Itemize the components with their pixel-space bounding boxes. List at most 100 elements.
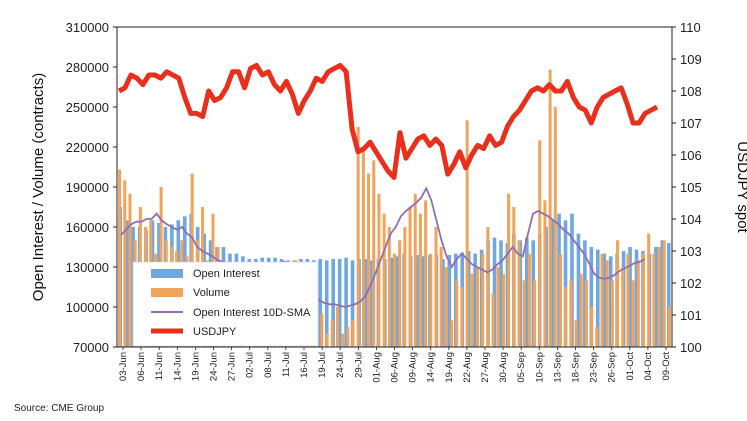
volume-bar: [470, 273, 474, 347]
left-tick-label: 100000: [66, 300, 109, 315]
volume-bar: [595, 327, 599, 347]
x-tick-label: 23-Sep: [589, 352, 600, 383]
open-interest-bar: [628, 247, 632, 347]
right-tick-label: 104: [680, 212, 702, 227]
open-interest-bar: [370, 260, 374, 347]
volume-bar: [190, 173, 194, 347]
legend-label-sma: Open Interest 10D-SMA: [193, 307, 311, 319]
open-interest-bar: [576, 233, 581, 347]
volume-bar: [398, 240, 402, 347]
open-interest-bar: [608, 256, 613, 347]
volume-bar: [533, 280, 537, 347]
right-tick-label: 107: [680, 116, 702, 131]
x-tick-label: 09-Aug: [408, 352, 419, 383]
open-interest-bar: [337, 259, 342, 347]
open-interest-bar: [492, 237, 497, 347]
legend-swatch-volume: [151, 288, 183, 297]
volume-bar: [616, 240, 620, 347]
volume-bar: [584, 280, 588, 347]
legend-swatch-open-interest: [151, 269, 183, 278]
right-tick-label: 103: [680, 244, 702, 259]
x-tick-label: 30-Aug: [498, 352, 509, 383]
volume-bar: [579, 273, 583, 347]
volume-bar: [621, 267, 625, 347]
volume-bar: [605, 260, 609, 347]
volume-bar: [455, 280, 459, 347]
volume-bar: [543, 200, 547, 347]
open-interest-bar: [473, 253, 477, 347]
open-interest-bar: [441, 259, 445, 347]
volume-bar: [356, 127, 360, 347]
x-tick-label: 04-Oct: [643, 352, 654, 381]
x-tick-label: 19-Jun: [190, 352, 201, 381]
volume-bar: [325, 333, 329, 347]
volume-bar: [590, 307, 594, 347]
volume-bar: [517, 240, 521, 347]
x-tick-label: 18-Sep: [571, 352, 582, 383]
legend-label-volume: Volume: [193, 287, 230, 299]
left-tick-label: 130000: [66, 260, 109, 275]
volume-bar: [496, 267, 500, 347]
x-tick-label: 27-Jun: [227, 352, 238, 381]
volume-bar: [569, 280, 573, 347]
volume-bar: [641, 253, 645, 347]
volume-bar: [631, 280, 635, 347]
left-tick-label: 280000: [66, 60, 109, 75]
volume-bar: [548, 69, 552, 348]
volume-bar: [418, 213, 422, 347]
x-tick-label: 06-Jun: [136, 352, 147, 381]
right-tick-label: 105: [680, 180, 702, 195]
right-tick-label: 110: [680, 20, 701, 35]
volume-bar: [465, 120, 469, 347]
x-tick-label: 03-Jun: [118, 352, 129, 381]
volume-bar: [335, 307, 339, 347]
volume-bar: [387, 227, 391, 347]
x-tick-label: 05-Sep: [516, 352, 527, 383]
x-tick-label: 19-Aug: [444, 352, 455, 383]
open-interest-bar: [654, 247, 658, 347]
open-interest-bar: [499, 240, 503, 347]
source-note: Source: CME Group: [14, 403, 104, 414]
open-interest-bar: [344, 257, 348, 347]
volume-bar: [507, 193, 511, 347]
open-interest-bar: [660, 240, 665, 347]
volume-bar: [382, 213, 386, 347]
x-tick-label: 26-Sep: [607, 352, 618, 383]
x-tick-label: 27-Aug: [480, 352, 491, 383]
volume-bar: [538, 140, 542, 347]
volume-bar: [413, 193, 417, 347]
x-tick-label: 13-Sep: [552, 352, 563, 383]
volume-bar: [564, 287, 568, 347]
volume-bar: [434, 227, 438, 347]
right-tick-label: 101: [680, 308, 702, 323]
left-axis-title: Open Interest / Volume (contracts): [30, 73, 47, 301]
left-axis-ticks: 310000 280000 250000 220000 190000 160000 1300…: [66, 20, 117, 355]
right-tick-label: 108: [680, 84, 702, 99]
right-axis-title: USDJPY spot: [734, 141, 747, 233]
open-interest-bar: [602, 253, 607, 347]
right-tick-label: 109: [680, 52, 702, 67]
x-tick-label: 24-Jun: [209, 352, 220, 381]
x-tick-label: 24-Jul: [335, 352, 346, 378]
volume-bar: [558, 253, 562, 347]
volume-bar: [450, 320, 454, 347]
volume-bar: [636, 260, 640, 347]
volume-bar: [626, 253, 630, 347]
volume-bar: [662, 240, 666, 347]
volume-bar: [444, 267, 448, 347]
volume-bar: [118, 169, 122, 347]
open-interest-bar: [447, 255, 452, 347]
x-tick-label: 02-Jul: [245, 352, 256, 378]
volume-bar: [647, 233, 651, 347]
right-tick-label: 100: [680, 340, 702, 355]
x-tick-label: 22-Aug: [462, 352, 473, 383]
volume-bar: [600, 253, 604, 347]
volume-bar: [408, 207, 412, 347]
open-interest-bar: [421, 256, 426, 347]
volume-bar: [657, 247, 661, 347]
sma-line: [120, 186, 646, 308]
usdjpy-line: [117, 62, 659, 180]
volume-bar: [486, 227, 490, 347]
open-interest-bar: [634, 249, 639, 347]
